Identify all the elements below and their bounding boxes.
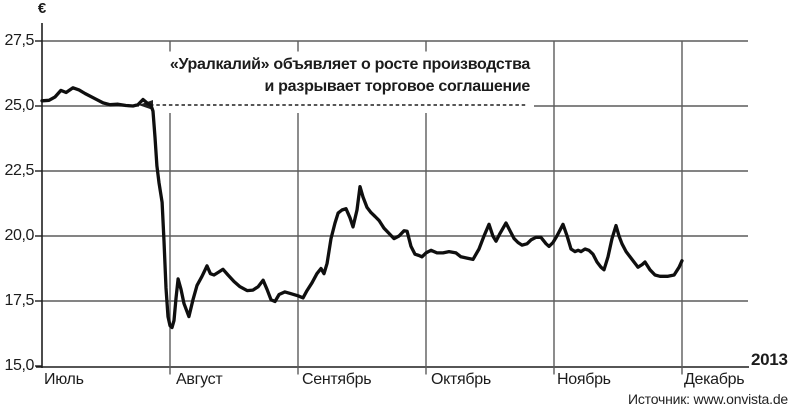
x-tick-label-july: Июль (44, 371, 84, 388)
x-tick-label-august: Август (176, 371, 223, 388)
y-tick-label-17-5: 17,5 (4, 292, 34, 309)
event-annotation-line1: «Уралкалий» объявляет о росте производст… (169, 56, 530, 73)
x-tick-label-october: Октябрь (431, 371, 491, 388)
y-tick-label-25-0: 25,0 (4, 97, 34, 114)
y-tick-label-27-5: 27,5 (4, 32, 34, 49)
y-axis-unit-label: € (37, 0, 47, 17)
year-label: 2013 (751, 350, 788, 369)
x-tick-label-november: Ноябрь (557, 371, 611, 388)
price-line-series (40, 86, 684, 330)
x-tick-label-december: Декабрь (684, 371, 745, 388)
source-credit: Источник: www.onvista.de (627, 391, 788, 407)
y-tick-label-20-0: 20,0 (4, 227, 34, 244)
y-tick-label-15-0: 15,0 (4, 357, 34, 374)
x-tick-label-september: Сентябрь (302, 371, 372, 388)
event-annotation-line2: и разрывает торговое соглашение (264, 77, 530, 95)
y-tick-label-22-5: 22,5 (4, 162, 34, 179)
event-annotation: «Уралкалий» объявляет о росте производст… (150, 54, 530, 97)
